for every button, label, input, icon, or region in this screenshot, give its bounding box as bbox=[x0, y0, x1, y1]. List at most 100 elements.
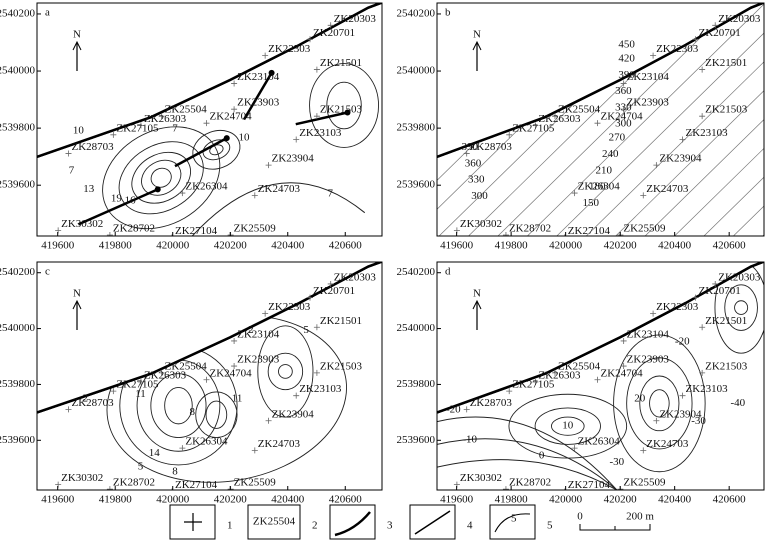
arrow-head bbox=[223, 135, 230, 142]
borehole-cross bbox=[564, 234, 566, 236]
borehole-label: ZK26303 bbox=[144, 370, 187, 382]
coastline bbox=[37, 262, 382, 414]
borehole-label: ZK20701 bbox=[699, 285, 741, 297]
borehole-label: ZK20303 bbox=[718, 271, 761, 283]
contour-label: 420 bbox=[618, 52, 635, 64]
borehole-label: ZK24703 bbox=[646, 183, 689, 195]
contour bbox=[626, 357, 693, 450]
contour bbox=[644, 119, 764, 236]
contour bbox=[309, 63, 379, 148]
borehole-cross bbox=[653, 417, 660, 424]
contour bbox=[724, 284, 758, 331]
borehole-label: ZK23103 bbox=[299, 383, 342, 395]
contour bbox=[703, 176, 764, 236]
borehole-label: ZK27104 bbox=[568, 479, 611, 491]
contour-label: 13 bbox=[83, 183, 95, 195]
borehole-label: ZK20701 bbox=[313, 27, 355, 39]
borehole-cross bbox=[532, 122, 539, 129]
sea bbox=[37, 3, 381, 157]
borehole-cross bbox=[712, 22, 719, 29]
borehole-cross bbox=[650, 52, 657, 59]
contour bbox=[102, 126, 221, 230]
borehole-label: ZK28703 bbox=[72, 141, 115, 153]
contour-label: 10 bbox=[73, 125, 85, 137]
borehole-cross bbox=[293, 136, 300, 143]
borehole-cross bbox=[158, 113, 165, 120]
coastline bbox=[437, 3, 764, 158]
borehole-cross bbox=[620, 363, 627, 370]
borehole-cross bbox=[262, 52, 269, 59]
borehole-cross bbox=[65, 150, 72, 157]
contour-label: 8 bbox=[190, 406, 196, 418]
borehole-label: ZK20303 bbox=[334, 13, 377, 25]
borehole-cross bbox=[620, 337, 627, 344]
y-tick-label: 2540000 bbox=[0, 322, 36, 334]
borehole-label: ZK26303 bbox=[538, 113, 581, 125]
x-tick-label: 420200 bbox=[604, 494, 638, 506]
contour-label: 330 bbox=[615, 101, 632, 113]
sea bbox=[437, 3, 763, 157]
borehole-label: ZK30302 bbox=[61, 472, 103, 484]
x-tick-label: 419800 bbox=[99, 240, 133, 252]
x-tick-label: 420000 bbox=[549, 240, 583, 252]
contour-label: 7 bbox=[328, 188, 334, 200]
legend-arrow bbox=[334, 511, 371, 537]
contour bbox=[437, 459, 618, 490]
y-tick-label: 2540200 bbox=[397, 7, 436, 19]
borehole-cross bbox=[307, 294, 313, 301]
legend-box bbox=[329, 504, 376, 540]
legend-cross bbox=[184, 513, 202, 531]
borehole-cross bbox=[313, 66, 320, 73]
contour-label: 210 bbox=[596, 164, 613, 176]
borehole-cross bbox=[179, 445, 186, 452]
borehole-cross bbox=[313, 113, 320, 120]
borehole-label: ZK24703 bbox=[258, 438, 301, 450]
borehole-label: ZK24703 bbox=[258, 183, 301, 195]
borehole-cross bbox=[463, 406, 470, 413]
borehole-cross bbox=[640, 192, 647, 199]
borehole-label: ZK26304 bbox=[578, 181, 621, 193]
sea bbox=[37, 262, 381, 413]
sea bbox=[437, 262, 763, 413]
north-label: N bbox=[73, 288, 81, 300]
contour-label: 11 bbox=[232, 392, 243, 404]
y-tick-label: 2539600 bbox=[0, 434, 36, 446]
borehole-label: ZK27104 bbox=[175, 225, 218, 237]
borehole-label: ZK22303 bbox=[656, 43, 699, 55]
contour bbox=[118, 141, 204, 215]
borehole-label: ZK27104 bbox=[175, 479, 218, 491]
borehole-label: ZK27105 bbox=[116, 122, 159, 134]
borehole-cross bbox=[502, 232, 509, 236]
borehole-label: ZK26303 bbox=[538, 370, 581, 382]
contour bbox=[278, 364, 293, 379]
y-tick-label: 2539800 bbox=[0, 122, 36, 134]
flow-arrow bbox=[77, 188, 159, 226]
contour bbox=[150, 167, 172, 188]
borehole-cross bbox=[571, 190, 578, 197]
borehole-label: ZK24703 bbox=[646, 438, 689, 450]
contour bbox=[141, 159, 182, 196]
borehole-cross bbox=[171, 488, 173, 490]
borehole-label: ZK25509 bbox=[234, 223, 277, 235]
scale-end: 200 m bbox=[626, 511, 654, 523]
borehole-label: ZK27105 bbox=[512, 122, 555, 134]
contour-label: 5 bbox=[138, 461, 144, 473]
borehole-cross bbox=[620, 80, 627, 87]
borehole-cross bbox=[594, 120, 601, 127]
panel-frame bbox=[436, 2, 765, 237]
borehole-cross bbox=[65, 406, 72, 413]
contour bbox=[437, 438, 618, 490]
contour bbox=[191, 182, 366, 236]
contour-label: 20 bbox=[634, 392, 646, 404]
borehole-cross bbox=[506, 388, 513, 395]
borehole-label: ZK23903 bbox=[237, 354, 280, 366]
contour-label: -10 bbox=[462, 433, 477, 445]
panel-frame bbox=[436, 261, 765, 491]
legend-number: 3 bbox=[387, 520, 393, 532]
contour-label: 150 bbox=[582, 197, 599, 209]
borehole-cross bbox=[551, 369, 558, 376]
y-tick-label: 2540200 bbox=[397, 266, 436, 278]
borehole-cross bbox=[699, 369, 706, 376]
borehole-label: ZK25509 bbox=[623, 477, 666, 489]
